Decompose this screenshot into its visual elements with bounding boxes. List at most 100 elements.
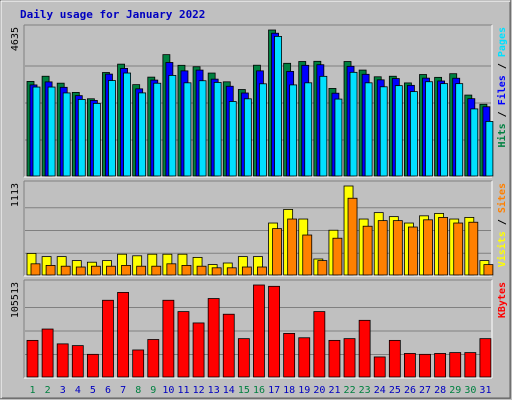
- x-tick-label-day-18: 18: [283, 385, 295, 396]
- bar-pages-day-17: [274, 35, 282, 177]
- bar-kbytes-day-26: [404, 353, 416, 378]
- bar-sites-day-19: [302, 234, 313, 276]
- bar-sites-day-31: [483, 264, 494, 276]
- bar-pages-day-24: [379, 86, 388, 177]
- bar-sites-day-11: [181, 265, 192, 276]
- bar-kbytes-day-20: [313, 311, 326, 378]
- bar-kbytes-day-31: [479, 338, 492, 378]
- x-tick-label-day-1: 1: [30, 385, 36, 396]
- x-tick-label-day-2: 2: [45, 385, 51, 396]
- bar-pages-day-8: [138, 92, 147, 177]
- x-tick-label-day-21: 21: [328, 385, 340, 396]
- bar-kbytes-day-3: [56, 343, 69, 378]
- x-tick-label-day-8: 8: [135, 385, 141, 396]
- bar-pages-day-3: [62, 92, 71, 177]
- bar-kbytes-day-7: [117, 292, 129, 378]
- bar-pages-day-4: [77, 99, 86, 177]
- bar-pages-day-27: [425, 81, 433, 177]
- x-tick-label-day-31: 31: [479, 385, 491, 396]
- bar-sites-day-25: [392, 220, 403, 276]
- x-tick-label-day-5: 5: [90, 385, 96, 396]
- bar-pages-day-12: [198, 80, 207, 177]
- bar-sites-day-8: [136, 265, 147, 276]
- bar-kbytes-day-9: [147, 339, 160, 378]
- bar-pages-day-1: [32, 86, 41, 177]
- bar-sites-day-29: [453, 222, 464, 276]
- bar-pages-day-18: [289, 84, 298, 177]
- x-tick-label-day-16: 16: [253, 385, 265, 396]
- legend-part: Hits: [496, 123, 508, 147]
- bar-kbytes-day-4: [71, 345, 84, 378]
- y-max-label: 1113: [10, 183, 21, 207]
- x-tick-label-day-12: 12: [193, 385, 205, 396]
- bar-sites-day-1: [30, 263, 41, 276]
- bar-kbytes-day-30: [464, 352, 477, 378]
- x-tick-label-day-30: 30: [464, 385, 476, 396]
- x-tick-label-day-9: 9: [150, 385, 156, 396]
- x-tick-label-day-15: 15: [238, 385, 250, 396]
- x-tick-label-day-11: 11: [177, 385, 189, 396]
- bar-pages-day-14: [228, 101, 237, 177]
- bar-sites-day-15: [241, 266, 252, 276]
- x-axis-labels: 1 2 3 4 5 6 7 8 9 10 11 12 13 14 15 16 17 18 19 20 21 22 23 24 2…: [30, 385, 492, 396]
- bar-pages-day-28: [440, 83, 449, 177]
- panel-visits: 1113 Visits / Sites: [10, 180, 508, 277]
- bar-kbytes-day-10: [162, 299, 175, 378]
- bar-kbytes-day-15: [237, 338, 250, 378]
- panel-legend-label: Hits / Files / Pages: [496, 27, 508, 147]
- bar-sites-day-26: [408, 226, 418, 276]
- bar-sites-day-24: [377, 220, 388, 276]
- bar-pages-day-5: [92, 103, 101, 177]
- bar-pages-day-31: [485, 121, 494, 177]
- bar-pages-day-21: [334, 98, 343, 177]
- bar-pages-day-22: [349, 71, 358, 177]
- bar-kbytes-day-14: [222, 313, 235, 378]
- bar-kbytes-day-17: [268, 285, 280, 378]
- x-tick-label-day-27: 27: [419, 385, 431, 396]
- bar-kbytes-day-23: [358, 319, 371, 378]
- bar-sites-day-21: [332, 237, 343, 276]
- bar-pages-day-15: [243, 98, 252, 177]
- x-tick-label-day-19: 19: [298, 385, 310, 396]
- bar-pages-day-23: [364, 82, 373, 177]
- bar-pages-day-6: [108, 80, 116, 177]
- bar-sites-day-22: [347, 197, 358, 276]
- x-tick-label-day-3: 3: [60, 385, 66, 396]
- bar-pages-day-19: [304, 82, 313, 177]
- y-max-label: 105513: [10, 282, 21, 318]
- bar-kbytes-day-18: [283, 333, 296, 378]
- bar-sites-day-9: [151, 265, 162, 276]
- legend-part: /: [497, 213, 508, 231]
- bar-kbytes-day-2: [41, 328, 54, 378]
- bar-pages-day-10: [168, 75, 177, 177]
- x-tick-label-day-26: 26: [404, 385, 416, 396]
- bar-sites-day-5: [90, 265, 101, 276]
- bar-pages-day-11: [183, 82, 192, 177]
- bar-kbytes-day-11: [177, 311, 190, 378]
- legend-part: Pages: [497, 27, 508, 57]
- bar-sites-day-16: [257, 266, 267, 276]
- legend-part: Visits: [496, 231, 508, 267]
- bar-sites-day-4: [75, 266, 86, 276]
- bar-sites-day-23: [362, 225, 373, 276]
- x-tick-label-day-23: 23: [359, 385, 371, 396]
- bar-pages-day-16: [259, 83, 267, 177]
- bar-pages-day-29: [455, 83, 464, 177]
- y-max-label: 4635: [10, 27, 21, 51]
- bar-kbytes-day-25: [388, 339, 401, 378]
- bar-sites-day-28: [438, 217, 449, 276]
- bar-sites-day-18: [287, 218, 298, 276]
- bar-sites-day-14: [226, 267, 237, 276]
- panel-requests: 4635 Hits / Files / Pages: [10, 24, 508, 178]
- bar-pages-day-13: [213, 82, 222, 177]
- bar-kbytes-day-13: [207, 298, 220, 378]
- bar-sites-day-10: [166, 263, 177, 276]
- bar-kbytes-day-5: [86, 353, 99, 378]
- bar-kbytes-day-6: [102, 299, 114, 378]
- bar-pages-day-26: [410, 91, 418, 177]
- bar-pages-day-25: [394, 85, 403, 177]
- panel-kbytes: 105513 KBytes: [10, 279, 508, 379]
- x-tick-label-day-7: 7: [120, 385, 126, 396]
- bar-sites-day-20: [317, 260, 328, 276]
